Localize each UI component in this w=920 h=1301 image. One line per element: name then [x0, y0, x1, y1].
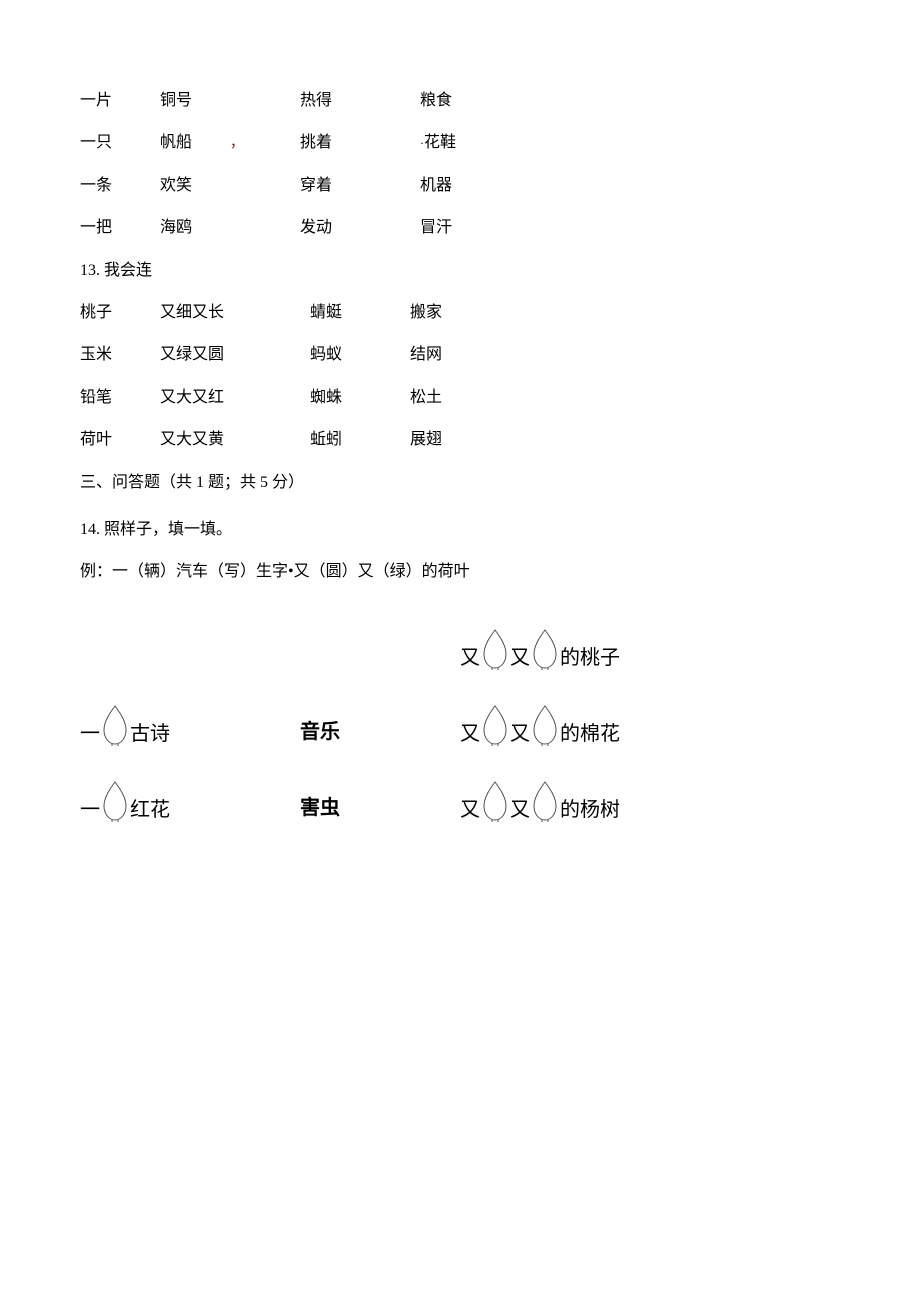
cell: 荷叶: [80, 429, 160, 451]
blank-drop-icon: [530, 780, 560, 822]
row: 一片 铜号 热得 粮食: [80, 90, 840, 112]
cell: 海鸥: [160, 217, 300, 239]
question-14-label: 14. 照样子，填一填。: [80, 519, 840, 541]
blank-drop-icon: [480, 780, 510, 822]
text: 又: [510, 800, 530, 822]
cell: 穿着: [300, 175, 420, 197]
text: 帆船: [160, 134, 192, 151]
cell: 欢笑: [160, 175, 300, 197]
row: 荷叶 又大又黄 蚯蚓 展翅: [80, 429, 840, 451]
blank-drop-icon: [100, 704, 130, 746]
matching-block-top: 一片 铜号 热得 粮食 一只 帆船 ， 挑着 ·花鞋 一条 欢笑 穿着 机器 一…: [80, 90, 840, 240]
example-text: 例：一（辆）汽车（写）生字•又（圆）又（绿）的荷叶: [80, 561, 840, 583]
text: 花鞋: [424, 134, 456, 151]
cell: 一片: [80, 90, 160, 112]
cell: 铜号: [160, 90, 300, 112]
cell: 粮食: [420, 90, 520, 112]
cell: 结网: [410, 344, 510, 366]
blank-drop-icon: [480, 704, 510, 746]
fill-col-left: 一 古诗 一 红花: [80, 700, 300, 822]
cell: ·花鞋: [420, 132, 520, 154]
cell: 松土: [410, 387, 510, 409]
blank-drop-icon: [530, 704, 560, 746]
cell: 又细又长: [160, 302, 310, 324]
cell: 一把: [80, 217, 160, 239]
text: 又: [460, 724, 480, 746]
section-3-heading: 三、问答题（共 1 题；共 5 分）: [80, 472, 840, 494]
cell: 蜘蛛: [310, 387, 410, 409]
row: 一把 海鸥 发动 冒汗: [80, 217, 840, 239]
fill-right-top: 又 又 的桃子: [460, 624, 840, 670]
cell: 挑着: [300, 132, 420, 154]
text: 古诗: [130, 724, 170, 746]
row: 一条 欢笑 穿着 机器: [80, 175, 840, 197]
fill-line: 又 又 的杨树: [460, 776, 760, 822]
cell: 展翅: [410, 429, 510, 451]
text: 又: [510, 648, 530, 670]
cell: 又绿又圆: [160, 344, 310, 366]
cell: 冒汗: [420, 217, 520, 239]
fill-col-right: 又 又 的棉花 又 又: [460, 700, 760, 822]
comma-mark: ，: [230, 136, 244, 151]
fill-line: 又 又 的桃子: [460, 624, 840, 670]
cell: 又大又黄: [160, 429, 310, 451]
blank-drop-icon: [530, 628, 560, 670]
cell: 蚂蚁: [310, 344, 410, 366]
text: 红花: [130, 800, 170, 822]
row: 铅笔 又大又红 蜘蛛 松土: [80, 387, 840, 409]
text: 音乐: [300, 722, 460, 742]
cell: 蚯蚓: [310, 429, 410, 451]
cell: 一条: [80, 175, 160, 197]
cell: 机器: [420, 175, 520, 197]
fill-line: 又 又 的棉花: [460, 700, 760, 746]
fill-col-mid: 音乐 害虫: [300, 722, 460, 822]
cell: 发动: [300, 217, 420, 239]
text: 害虫: [300, 798, 460, 818]
blank-drop-icon: [100, 780, 130, 822]
cell: 玉米: [80, 344, 160, 366]
row: 玉米 又绿又圆 蚂蚁 结网: [80, 344, 840, 366]
cell: 桃子: [80, 302, 160, 324]
cell: 帆船 ，: [160, 132, 300, 154]
cell: 蜻蜓: [310, 302, 410, 324]
question-13-label: 13. 我会连: [80, 260, 840, 282]
cell: 又大又红: [160, 387, 310, 409]
text: 的杨树: [560, 800, 620, 822]
cell: 一只: [80, 132, 160, 154]
row: 一只 帆船 ， 挑着 ·花鞋: [80, 132, 840, 154]
cell: 热得: [300, 90, 420, 112]
fill-line: 一 古诗: [80, 700, 300, 746]
text: 一: [80, 724, 100, 746]
matching-block-13: 桃子 又细又长 蜻蜓 搬家 玉米 又绿又圆 蚂蚁 结网 铅笔 又大又红 蜘蛛 松…: [80, 302, 840, 452]
cell: 搬家: [410, 302, 510, 324]
fill-line: 一 红花: [80, 776, 300, 822]
text: 的桃子: [560, 648, 620, 670]
text: 又: [510, 724, 530, 746]
text: 的棉花: [560, 724, 620, 746]
text: 又: [460, 800, 480, 822]
fill-area: 一 古诗 一 红花 音乐 害虫 又: [80, 700, 840, 822]
text: 一: [80, 800, 100, 822]
text: 又: [460, 648, 480, 670]
row: 桃子 又细又长 蜻蜓 搬家: [80, 302, 840, 324]
blank-drop-icon: [480, 628, 510, 670]
cell: 铅笔: [80, 387, 160, 409]
